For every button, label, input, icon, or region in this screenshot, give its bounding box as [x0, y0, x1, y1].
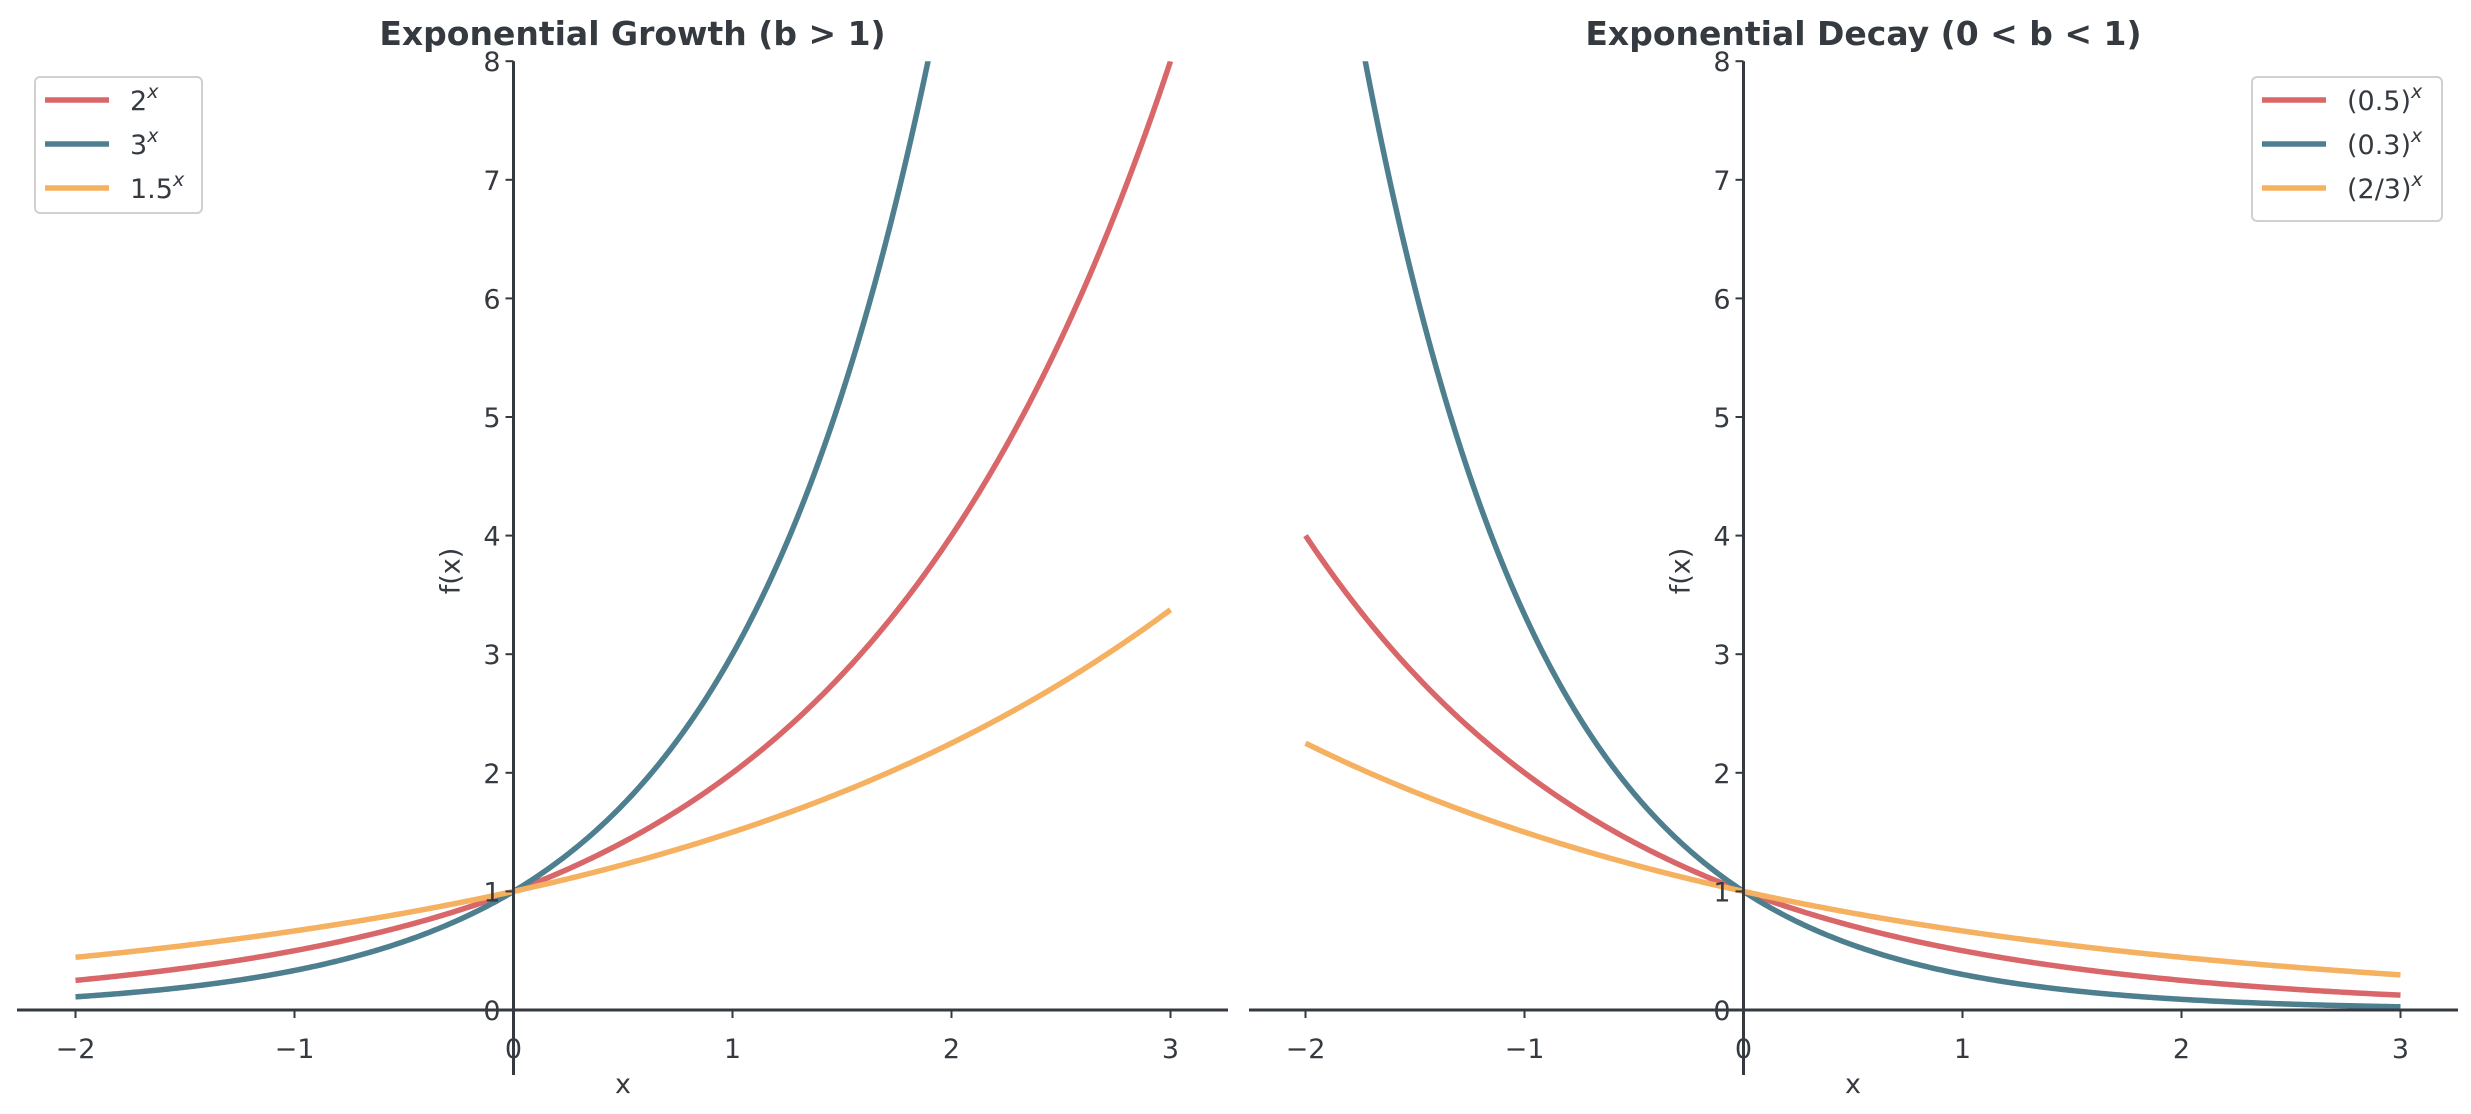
series-line-0 — [75, 61, 1174, 984]
y-tick-label: 4 — [483, 522, 500, 553]
y-tick-label: 1 — [483, 877, 500, 908]
x-tick-label: 1 — [1954, 1034, 1971, 1065]
y-tick-label: 2 — [1713, 759, 1730, 790]
legend-base: (2/3) — [2347, 174, 2412, 205]
x-tick-label: −1 — [1505, 1034, 1545, 1065]
y-tick-label: 0 — [483, 996, 500, 1027]
y-tick-label: 8 — [483, 47, 500, 78]
series-line-1 — [75, 61, 931, 1000]
x-tick-label: 3 — [2392, 1034, 2409, 1065]
legend-exponent: x — [2410, 125, 2423, 147]
legend-base: (0.3) — [2347, 130, 2411, 161]
legend: (0.5)x(0.3)x(2/3)x — [2251, 76, 2443, 222]
series-line-2 — [75, 607, 1173, 961]
legend-base: 2 — [130, 86, 147, 117]
x-tick-label: −2 — [56, 1034, 96, 1065]
legend-exponent: x — [146, 125, 159, 147]
x-tick-label: 2 — [2173, 1034, 2190, 1065]
y-tick-label: 2 — [483, 759, 500, 790]
legend-exponent: x — [172, 169, 185, 191]
legend-label-0: 2x — [130, 81, 159, 117]
y-tick-label: 6 — [483, 284, 500, 315]
legend-frame — [34, 76, 203, 214]
y-tick-label: 8 — [1713, 47, 1730, 78]
legend-label-2: 1.5x — [130, 169, 185, 205]
series-line-0 — [1303, 534, 2401, 998]
x-tick-label: 3 — [1162, 1034, 1179, 1065]
x-axis-label: x — [1845, 1069, 1861, 1100]
y-tick-label: 1 — [1713, 877, 1730, 908]
x-tick-label: −2 — [1286, 1034, 1326, 1065]
y-tick-label: 5 — [1713, 403, 1730, 434]
x-tick-label: 1 — [724, 1034, 741, 1065]
y-tick-label: 7 — [483, 166, 500, 197]
legend-label-0: (0.5)x — [2347, 81, 2423, 117]
chart-title: Exponential Growth (b > 1) — [379, 14, 885, 53]
legend-label-2: (2/3)x — [2347, 169, 2424, 205]
x-axis-label: x — [615, 1069, 631, 1100]
legend-exponent: x — [2410, 81, 2423, 103]
x-tick-label: 0 — [1735, 1034, 1752, 1065]
y-tick-label: 3 — [1713, 640, 1730, 671]
series-line-2 — [1304, 740, 2401, 978]
legend-exponent: x — [146, 81, 159, 103]
y-axis-label: f(x) — [436, 548, 467, 595]
x-tick-label: 0 — [505, 1034, 522, 1065]
y-tick-label: 3 — [483, 640, 500, 671]
legend-label-1: (0.3)x — [2347, 125, 2423, 161]
legend-base: 3 — [130, 130, 147, 161]
series-line-1 — [1362, 61, 2401, 1010]
y-tick-label: 0 — [1713, 996, 1730, 1027]
y-axis-label: f(x) — [1666, 548, 1697, 595]
legend-base: 1.5 — [130, 174, 173, 205]
legend-base: (0.5) — [2347, 86, 2411, 117]
legend-exponent: x — [2411, 169, 2424, 191]
y-tick-label: 4 — [1713, 522, 1730, 553]
y-tick-label: 5 — [483, 403, 500, 434]
x-tick-label: −1 — [275, 1034, 315, 1065]
y-tick-label: 7 — [1713, 166, 1730, 197]
chart-title: Exponential Decay (0 < b < 1) — [1585, 14, 2141, 53]
y-tick-label: 6 — [1713, 284, 1730, 315]
legend-label-1: 3x — [130, 125, 159, 161]
legend-frame — [2251, 76, 2443, 222]
x-tick-label: 2 — [943, 1034, 960, 1065]
